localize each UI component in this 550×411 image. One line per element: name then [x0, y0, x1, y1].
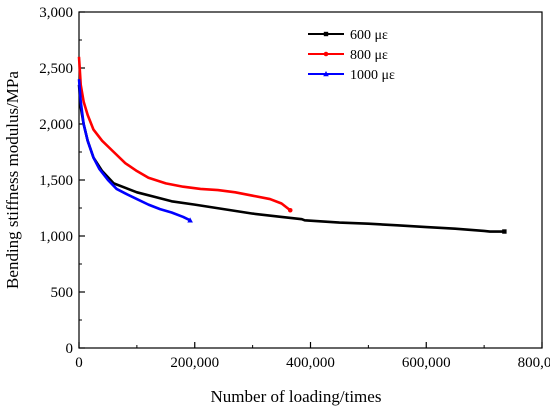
x-axis-title: Number of loading/times — [211, 387, 382, 406]
plot-frame — [79, 12, 542, 348]
legend-label: 800 με — [350, 48, 388, 63]
series-line — [79, 57, 290, 210]
x-tick-label: 400,000 — [286, 355, 335, 371]
legend-item: 1000 με — [308, 68, 395, 83]
series-layer — [79, 57, 507, 234]
y-tick-label: 2,500 — [39, 61, 73, 77]
series-line — [79, 79, 190, 220]
series-point — [502, 229, 506, 233]
legend-item: 600 με — [308, 28, 388, 43]
x-tick-label: 0 — [75, 355, 83, 371]
y-axis-title: Bending stiffness modulus/MPa — [3, 71, 22, 289]
y-tick-label: 3,000 — [39, 5, 73, 21]
legend-marker — [324, 32, 328, 36]
legend-item: 800 με — [308, 48, 388, 63]
x-tick-label: 800,000 — [518, 355, 550, 371]
y-tick-label: 2,000 — [39, 117, 73, 133]
series-0 — [79, 85, 507, 234]
legend-marker — [324, 52, 329, 57]
x-tick-label: 200,000 — [170, 355, 219, 371]
x-tick-label: 600,000 — [402, 355, 451, 371]
series-1 — [79, 57, 293, 213]
y-tick-label: 1,000 — [39, 229, 73, 245]
y-tick-label: 0 — [66, 341, 74, 357]
y-tick-label: 1,500 — [39, 173, 73, 189]
legend-label: 600 με — [350, 28, 388, 43]
series-point — [288, 208, 293, 213]
legend: 600 με 800 με 1000 με — [308, 28, 395, 83]
legend-label: 1000 με — [350, 68, 395, 83]
x-axis-ticks: 0 200,000 400,000 600,000 800,000 — [75, 342, 550, 371]
y-tick-label: 500 — [51, 285, 74, 301]
